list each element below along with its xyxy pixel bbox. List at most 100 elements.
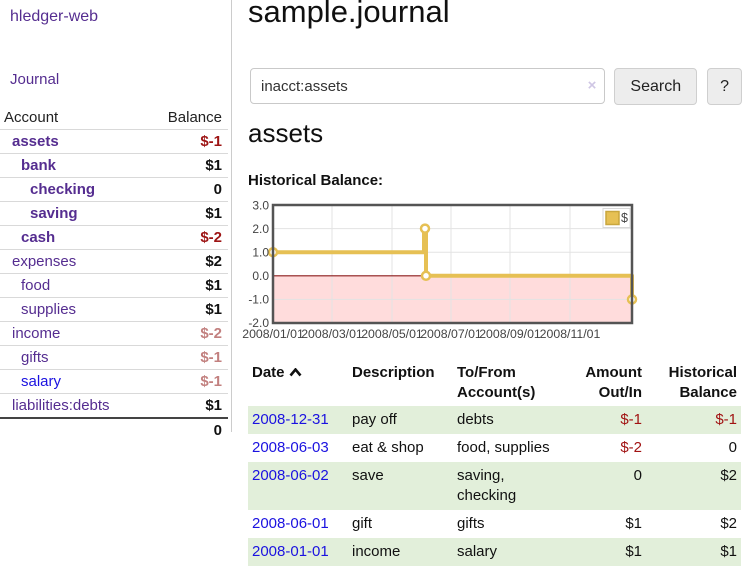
transaction-accounts: food, supplies xyxy=(457,439,550,456)
sidebar: hledger-web Journal Account Balance asse… xyxy=(0,0,231,582)
chart-plot-border xyxy=(271,203,634,325)
accounts-total-row: 0 xyxy=(0,418,228,442)
register-header-amount: Amount Out/In xyxy=(585,364,642,401)
transaction-balance: $2 xyxy=(720,515,737,532)
account-row: salary $-1 xyxy=(0,369,228,394)
transaction-balance: $-1 xyxy=(715,411,737,428)
account-link-supplies[interactable]: supplies xyxy=(21,301,77,318)
account-link-food[interactable]: food xyxy=(21,277,51,294)
svg-text:2.0: 2.0 xyxy=(252,222,269,236)
account-link-expenses[interactable]: expenses xyxy=(12,253,77,270)
transaction-amount: $-2 xyxy=(620,439,642,456)
accounts-header-row: Account Balance xyxy=(0,106,228,130)
account-page-title: assets xyxy=(248,118,324,148)
account-link-liabilities-debts[interactable]: liabilities:debts xyxy=(12,397,110,414)
search-input[interactable] xyxy=(250,68,606,104)
transaction-balance: $2 xyxy=(720,467,737,484)
account-row: cash $-2 xyxy=(0,225,228,250)
account-balance: 0 xyxy=(213,181,222,198)
account-balance: $1 xyxy=(205,277,222,294)
transaction-accounts: saving, checking xyxy=(457,467,517,504)
svg-text:3.0: 3.0 xyxy=(252,199,269,213)
sort-asc-icon xyxy=(289,363,302,383)
account-link-income[interactable]: income xyxy=(12,325,61,342)
account-link-saving[interactable]: saving xyxy=(30,205,78,222)
account-balance: $1 xyxy=(205,397,222,414)
app-title-link[interactable]: hledger-web xyxy=(10,8,99,25)
transaction-description: gift xyxy=(352,515,373,532)
account-row: liabilities:debts $1 xyxy=(0,393,228,419)
transaction-amount: 0 xyxy=(633,467,642,484)
account-link-assets[interactable]: assets xyxy=(12,133,59,150)
sidebar-item-journal[interactable]: Journal xyxy=(10,71,60,88)
svg-text:2008/11/01: 2008/11/01 xyxy=(540,327,601,341)
transaction-amount: $-1 xyxy=(620,411,642,428)
account-row: checking 0 xyxy=(0,177,228,202)
transaction-date-link[interactable]: 2008-12-31 xyxy=(252,411,329,428)
clear-search-icon[interactable]: × xyxy=(587,77,597,94)
account-link-checking[interactable]: checking xyxy=(30,181,96,198)
transaction-description: pay off xyxy=(352,411,397,428)
account-link-salary[interactable]: salary xyxy=(21,373,62,390)
account-balance: $-1 xyxy=(200,373,222,390)
chart-title: Historical Balance: xyxy=(248,172,384,189)
account-balance: $1 xyxy=(205,205,222,222)
register-table: Date Description To/From Account(s) Amou… xyxy=(248,360,741,566)
svg-text:2008/07/01: 2008/07/01 xyxy=(420,327,482,341)
account-balance: $1 xyxy=(205,301,222,318)
transaction-amount: $1 xyxy=(625,515,642,532)
transaction-date-link[interactable]: 2008-06-02 xyxy=(252,467,329,484)
sidebar-divider xyxy=(231,0,232,432)
transaction-description: eat & shop xyxy=(352,439,424,456)
svg-text:0.0: 0.0 xyxy=(252,269,269,283)
register-header-balance: Historical Balance xyxy=(668,364,737,401)
chart-x-axis-labels: 2008/01/01 2008/03/01 2008/05/01 2008/07… xyxy=(242,327,600,341)
svg-text:2008/09/01: 2008/09/01 xyxy=(479,327,541,341)
search-bar: × Search ? xyxy=(250,68,742,105)
register-row: 2008-12-31 pay off debts $-1 $-1 xyxy=(248,406,741,434)
chart-y-axis-labels: 3.0 2.0 1.0 0.0 -1.0 -2.0 xyxy=(248,199,269,331)
register-row: 2008-06-01 gift gifts $1 $2 xyxy=(248,510,741,538)
accounts-table: Account Balance assets $-1 bank $1 check… xyxy=(0,106,228,442)
register-header-account: To/From Account(s) xyxy=(457,364,536,401)
transaction-balance: 0 xyxy=(728,439,737,456)
account-link-cash[interactable]: cash xyxy=(21,229,56,246)
account-row: food $1 xyxy=(0,273,228,298)
search-help-button[interactable]: ? xyxy=(707,68,742,105)
svg-text:-1.0: -1.0 xyxy=(248,293,269,307)
search-button[interactable]: Search xyxy=(614,68,698,105)
accounts-total-value: 0 xyxy=(213,422,222,439)
account-balance: $-2 xyxy=(200,325,222,342)
legend-label: $ xyxy=(621,211,628,225)
legend-swatch-icon xyxy=(605,210,620,226)
svg-text:2008/05/01: 2008/05/01 xyxy=(361,327,423,341)
account-link-gifts[interactable]: gifts xyxy=(21,349,49,366)
transaction-description: save xyxy=(352,467,384,484)
register-header-date[interactable]: Date xyxy=(248,360,348,406)
account-row: income $-2 xyxy=(0,321,228,346)
account-row: expenses $2 xyxy=(0,249,228,274)
account-balance: $1 xyxy=(205,157,222,174)
chart-legend: $ xyxy=(602,208,631,228)
transaction-date-link[interactable]: 2008-06-03 xyxy=(252,439,329,456)
main-content: sample.journal × Search ? assets Histori… xyxy=(242,0,742,582)
svg-text:2008/01/01: 2008/01/01 xyxy=(242,327,304,341)
account-link-bank[interactable]: bank xyxy=(21,157,57,174)
transaction-accounts: debts xyxy=(457,411,494,428)
account-row: assets $-1 xyxy=(0,129,228,154)
transaction-date-link[interactable]: 2008-06-01 xyxy=(252,515,329,532)
svg-text:-2.0: -2.0 xyxy=(248,316,269,330)
account-balance: $-2 xyxy=(200,229,222,246)
account-row: bank $1 xyxy=(0,153,228,178)
account-balance: $2 xyxy=(205,253,222,270)
register-header-description: Description xyxy=(352,364,435,381)
svg-text:2008/03/01: 2008/03/01 xyxy=(301,327,363,341)
register-header-row: Date Description To/From Account(s) Amou… xyxy=(248,360,741,406)
transaction-amount: $1 xyxy=(625,543,642,560)
page-title: sample.journal xyxy=(248,0,450,29)
account-balance: $-1 xyxy=(200,133,222,150)
account-row: saving $1 xyxy=(0,201,228,226)
search-box: × xyxy=(250,68,606,104)
transaction-date-link[interactable]: 2008-01-01 xyxy=(252,543,329,560)
